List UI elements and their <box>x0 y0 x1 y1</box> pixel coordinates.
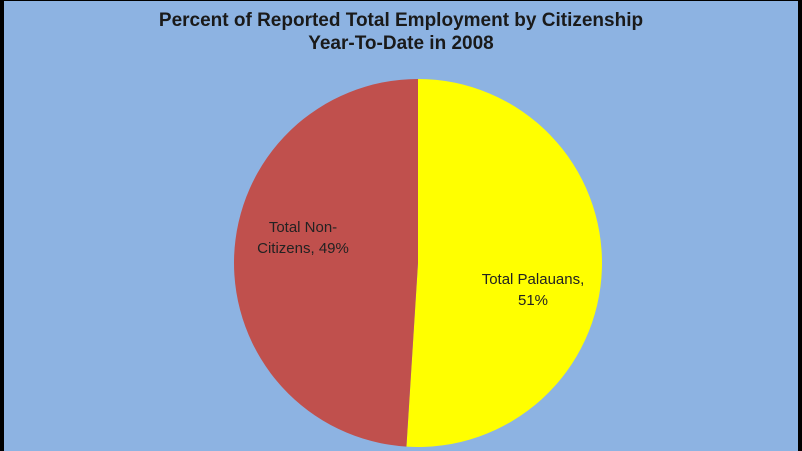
chart-title-line1: Percent of Reported Total Employment by … <box>158 10 644 31</box>
chart-title-line2: Year-To-Date in 2008 <box>308 33 494 54</box>
pie-label-line2: 51% <box>518 292 548 309</box>
pie-label-total-non-citizens: Total Non- Citizens, 49% <box>257 219 349 257</box>
pie-chart: Total Palauans, 51% Total Non- Citizens, 49… <box>233 79 602 447</box>
pie-label-total-palauans: Total Palauans, 51% <box>482 271 585 309</box>
pie-label-line2: Citizens, 49% <box>257 240 349 257</box>
pie-slices <box>233 79 602 447</box>
pie-labels: Total Palauans, 51% Total Non- Citizens, 49… <box>257 219 584 309</box>
pie-label-line1: Total Non- <box>269 219 337 236</box>
chart-title: Percent of Reported Total Employment by … <box>4 9 798 55</box>
pie-label-line1: Total Palauans, <box>482 271 585 288</box>
pie-slice-total-non-citizens <box>233 79 418 447</box>
pie-slice-total-palauans <box>406 79 602 447</box>
